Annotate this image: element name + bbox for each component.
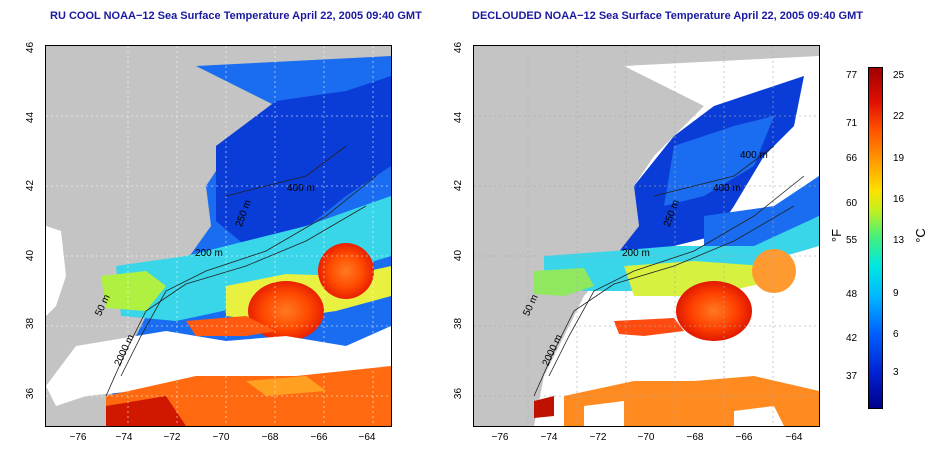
left-ytick-42: 42 <box>25 179 37 192</box>
f-tick-60: 60 <box>846 198 858 209</box>
left-ytick-36: 36 <box>25 387 37 400</box>
c-tick-9: 9 <box>893 288 899 299</box>
f-tick-37: 37 <box>846 371 858 382</box>
right-xtick-70: −70 <box>637 432 655 443</box>
colorbar-celsius-unit: °C <box>912 228 928 243</box>
c-tick-6: 6 <box>893 329 899 340</box>
right-contour-200: 200 m <box>622 248 650 259</box>
c-tick-16: 16 <box>893 194 905 205</box>
temperature-colorbar <box>868 67 883 409</box>
left-ytick-40: 40 <box>25 249 37 262</box>
left-xtick-76: −76 <box>69 432 87 443</box>
right-contour-400: 400 m <box>713 183 741 194</box>
f-tick-71: 71 <box>846 118 858 129</box>
right-xtick-68: −68 <box>686 432 704 443</box>
c-tick-3: 3 <box>893 367 899 378</box>
colorbar-fahrenheit-unit: °F <box>829 228 845 243</box>
right-xtick-64: −64 <box>785 432 803 443</box>
f-tick-48: 48 <box>846 289 858 300</box>
c-tick-13: 13 <box>893 235 905 246</box>
f-tick-42: 42 <box>846 333 858 344</box>
right-sst-map <box>473 45 820 427</box>
left-xtick-74: −74 <box>115 432 133 443</box>
f-tick-55: 55 <box>846 235 858 246</box>
right-ytick-44: 44 <box>453 111 465 124</box>
left-contour-200: 200 m <box>195 248 223 259</box>
right-ytick-42: 42 <box>453 179 465 192</box>
right-ytick-40: 40 <box>453 249 465 262</box>
c-tick-22: 22 <box>893 111 905 122</box>
right-xtick-74: −74 <box>540 432 558 443</box>
right-xtick-76: −76 <box>491 432 509 443</box>
c-tick-19: 19 <box>893 153 905 164</box>
right-ytick-46: 46 <box>453 41 465 54</box>
left-ytick-46: 46 <box>25 41 37 54</box>
left-ytick-44: 44 <box>25 111 37 124</box>
left-ytick-38: 38 <box>25 317 37 330</box>
right-xtick-66: −66 <box>735 432 753 443</box>
left-xtick-66: −66 <box>310 432 328 443</box>
right-contour-400b: 400 m <box>740 150 768 161</box>
right-ytick-38: 38 <box>453 317 465 330</box>
right-xtick-72: −72 <box>589 432 607 443</box>
left-xtick-70: −70 <box>212 432 230 443</box>
right-ytick-36: 36 <box>453 387 465 400</box>
f-tick-77: 77 <box>846 70 858 81</box>
left-xtick-68: −68 <box>261 432 279 443</box>
left-contour-400: 400 m <box>287 183 315 194</box>
left-xtick-64: −64 <box>358 432 376 443</box>
left-map-title: RU COOL NOAA−12 Sea Surface Temperature … <box>50 10 422 22</box>
c-tick-25: 25 <box>893 70 905 81</box>
left-sst-map <box>45 45 392 427</box>
right-map-title: DECLOUDED NOAA−12 Sea Surface Temperatur… <box>472 10 863 22</box>
f-tick-66: 66 <box>846 153 858 164</box>
left-xtick-72: −72 <box>163 432 181 443</box>
